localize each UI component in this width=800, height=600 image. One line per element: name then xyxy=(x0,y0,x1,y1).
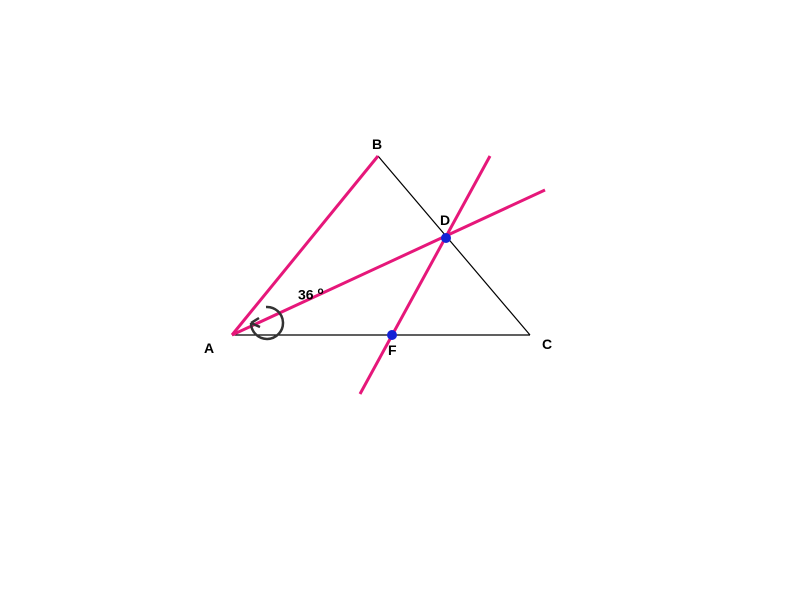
edge-bc xyxy=(378,156,530,335)
geometry-diagram xyxy=(0,0,800,600)
point-f xyxy=(387,330,397,340)
angle-label: 36 o xyxy=(298,286,324,303)
label-c: C xyxy=(542,336,552,352)
label-d: D xyxy=(440,212,450,228)
label-f: F xyxy=(388,342,397,358)
triangle-edges xyxy=(232,156,530,335)
line-ab xyxy=(232,156,378,335)
angle-value: 36 xyxy=(298,287,314,303)
point-d xyxy=(441,233,451,243)
line-df xyxy=(360,156,490,394)
label-a: A xyxy=(204,340,214,356)
magenta-lines xyxy=(232,156,545,394)
label-b: B xyxy=(372,136,382,152)
degree-symbol: o xyxy=(317,286,323,297)
